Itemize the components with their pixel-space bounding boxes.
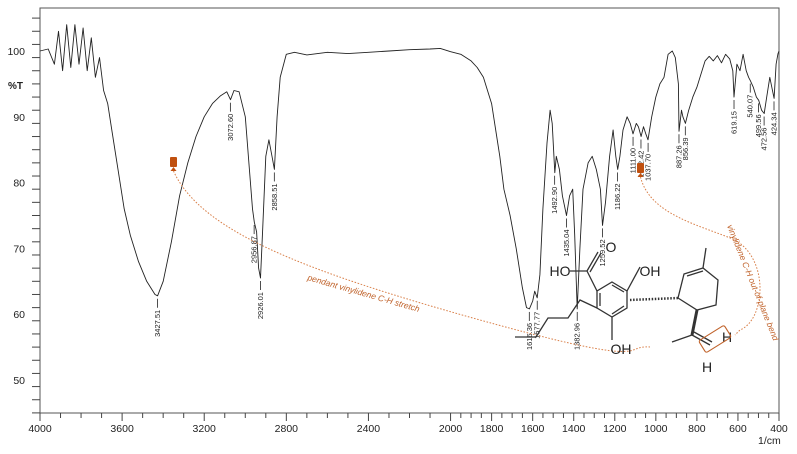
- x-tick-label: 2000: [439, 423, 463, 435]
- x-tick-label: 1400: [562, 423, 586, 435]
- label-ho: HO: [550, 263, 571, 279]
- y-tick-label: 60: [13, 309, 25, 321]
- y-tick-label: 100: [7, 46, 25, 58]
- peak-label: 887.26: [674, 145, 683, 168]
- x-tick-label: 3600: [110, 423, 134, 435]
- x-tick-label: 1000: [644, 423, 668, 435]
- x-tick-label: 1200: [603, 423, 627, 435]
- callout-bend: vinylidene C-H out-of-plane bend: [637, 163, 781, 342]
- peak-label: 1577.77: [533, 312, 542, 339]
- peak-label: 856.39: [681, 137, 690, 160]
- peak-label: 1111.00: [629, 148, 638, 173]
- peak-labels: 3427.513072.602956.872926.012858.511616.…: [153, 83, 779, 350]
- x-axis-unit: 1/cm: [758, 435, 781, 447]
- label-h2: H: [702, 359, 712, 375]
- spectrum-line: [39, 24, 780, 310]
- peak-label: 499.56: [754, 114, 763, 137]
- x-tick-label: 400: [770, 423, 788, 435]
- plot-frame: [39, 7, 780, 414]
- y-axis-title: %T: [8, 81, 23, 92]
- x-tick-label: 2400: [357, 423, 381, 435]
- x-tick-label: 1800: [480, 423, 504, 435]
- peak-label: 472.56: [760, 128, 769, 151]
- x-axis: 4000 3600 3200 2800 2400 2000 1800 1600 1400 1200…: [28, 413, 788, 435]
- peak-label: 2926.01: [256, 292, 265, 319]
- dotted-leader: [640, 176, 761, 336]
- vinylidene-highlight-box: [698, 325, 732, 353]
- y-tick-label: 70: [13, 243, 25, 255]
- molecule-labels: HO O OH OH H H: [550, 239, 733, 375]
- callout-stretch: pendant vinylidene C-H stretch: [170, 157, 651, 352]
- peak-label: 1186.22: [613, 183, 622, 210]
- marker-icon: [637, 163, 644, 173]
- marker-icon: [170, 157, 177, 167]
- peak-label: 1492.90: [550, 187, 559, 214]
- peak-label: 1435.04: [562, 230, 571, 257]
- x-tick-label: 2800: [275, 423, 299, 435]
- molecule-structure: [515, 247, 719, 346]
- peak-label: 3072.60: [226, 114, 235, 141]
- label-oh-bottom: OH: [611, 341, 632, 357]
- peak-label: 2956.87: [250, 236, 259, 263]
- label-h1: H: [722, 329, 732, 345]
- callout-stretch-text: pendant vinylidene C-H stretch: [305, 272, 421, 314]
- y-tick-label: 90: [13, 112, 25, 124]
- arrow-head-icon: [170, 167, 177, 171]
- x-tick-label: 800: [688, 423, 706, 435]
- callout-bend-text: vinylidene C-H out-of-plane bend: [725, 223, 781, 342]
- peak-label: 540.07: [746, 95, 755, 118]
- x-tick-label: 3200: [193, 423, 217, 435]
- peak-label: 1037.70: [644, 154, 653, 181]
- peak-label: 3427.51: [153, 310, 162, 337]
- x-tick-label: 600: [729, 423, 747, 435]
- y-tick-label: 80: [13, 178, 25, 190]
- arrow-head-icon: [637, 173, 644, 177]
- label-oh-top: OH: [640, 263, 661, 279]
- y-axis: 50 60 70 80 90 100: [7, 17, 40, 414]
- peak-label: 619.15: [730, 111, 739, 134]
- y-tick-label: 50: [13, 375, 25, 387]
- x-tick-label: 1600: [521, 423, 545, 435]
- peak-label: 1259.52: [598, 239, 607, 266]
- peak-label: 424.34: [770, 112, 779, 135]
- x-tick-label: 4000: [28, 423, 52, 435]
- label-o: O: [606, 239, 617, 255]
- peak-label: 1382.96: [573, 323, 582, 350]
- peak-label: 2858.51: [270, 183, 279, 210]
